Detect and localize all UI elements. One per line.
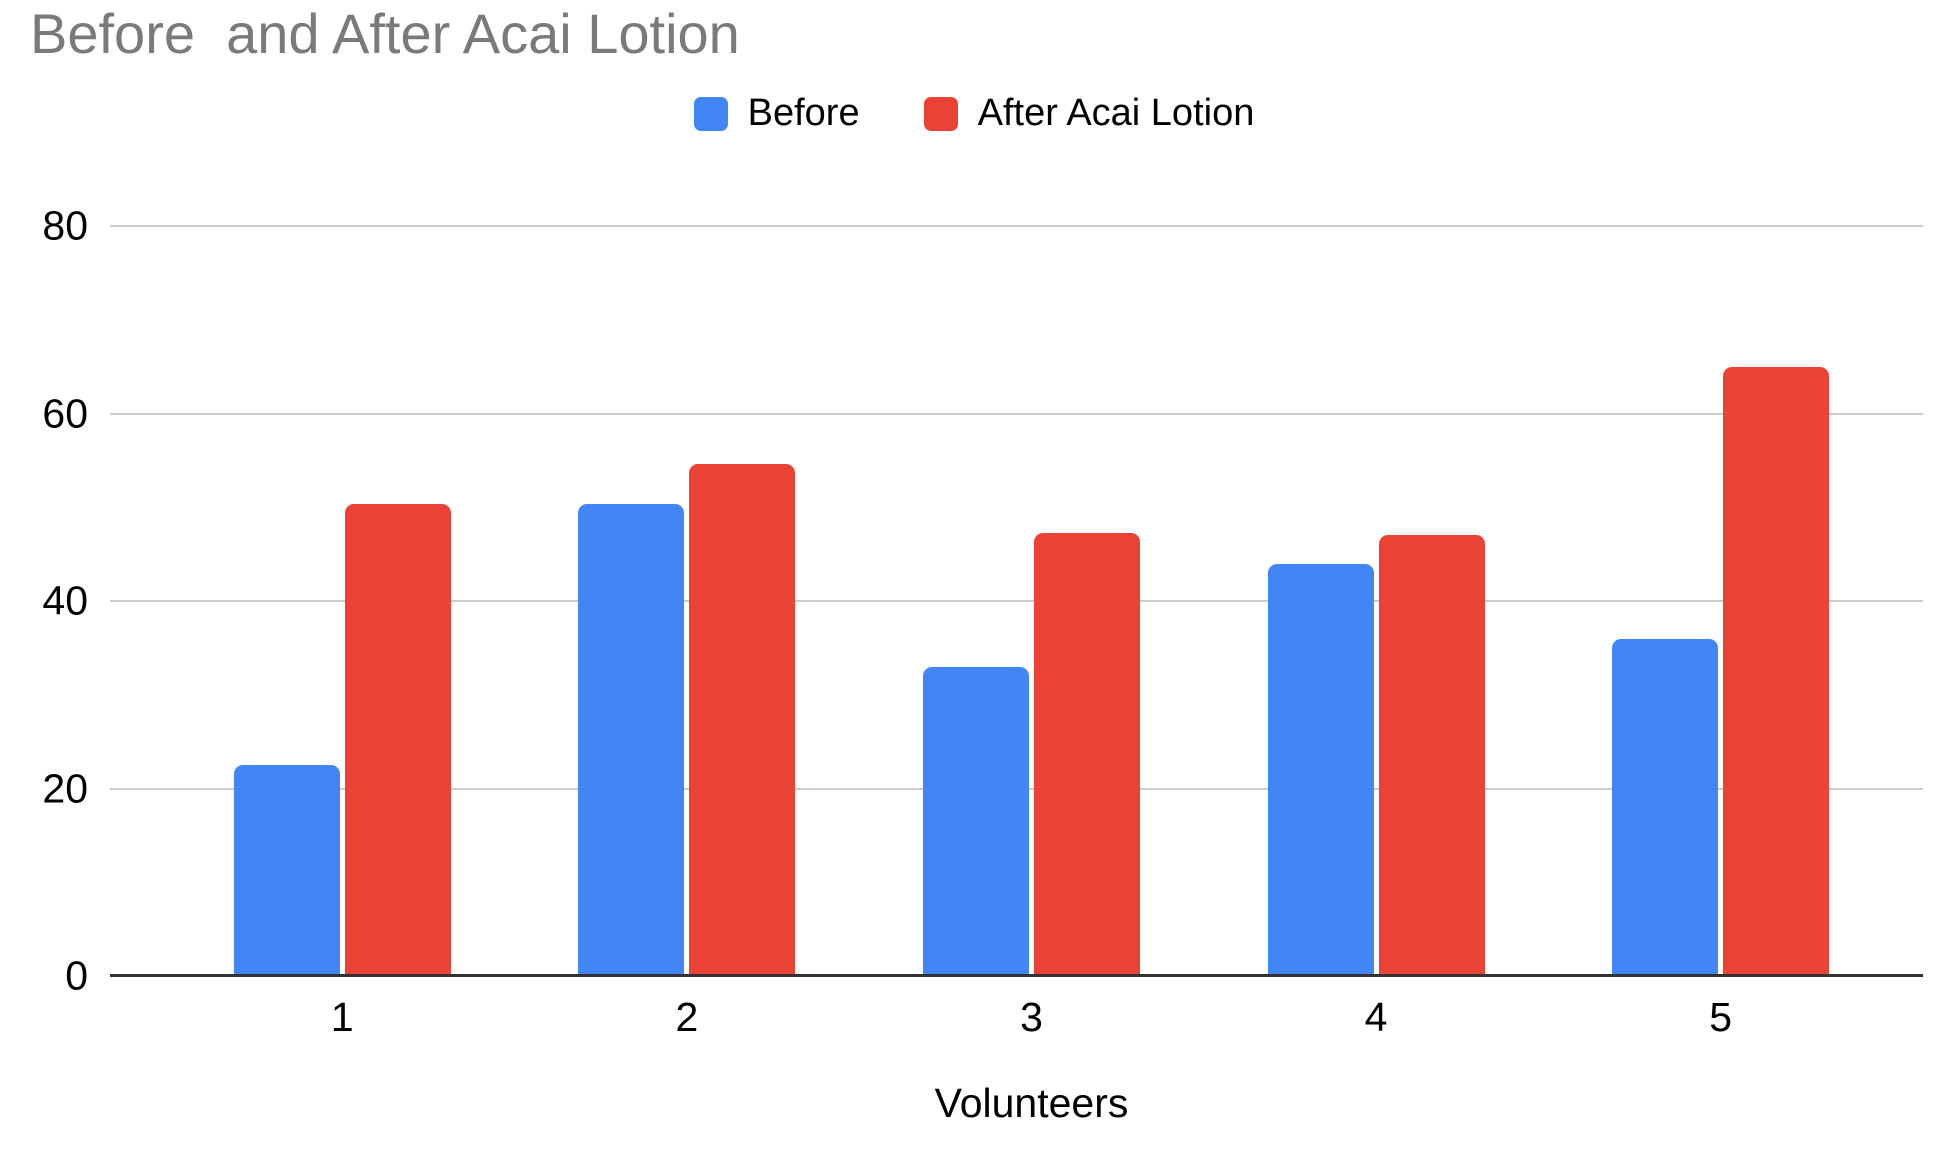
y-tick-label-0: 0: [65, 952, 88, 999]
y-tick-label-60: 60: [42, 390, 88, 436]
x-tick-label-4: 4: [1364, 994, 1388, 1040]
chart-title: Before and After Acai Lotion: [30, 2, 740, 65]
y-tick-label-20: 20: [42, 765, 88, 811]
bar-group-2: [515, 226, 860, 976]
legend-label-after: After Acai Lotion: [977, 92, 1255, 134]
legend: Before After Acai Lotion: [0, 92, 1948, 135]
y-tick-label-80: 80: [42, 202, 88, 249]
plot-area: 0 20 40 60 80 1 2 3 4 5 Volunteers: [42, 203, 1923, 1126]
legend-item-before: Before: [693, 92, 860, 135]
bar-group-3: [859, 226, 1204, 976]
bar-group-4: [1204, 226, 1549, 976]
bar-before-4: [1267, 563, 1374, 976]
x-axis-title-wrap: Volunteers: [170, 1080, 1893, 1127]
x-axis-title: Volunteers: [934, 1080, 1129, 1126]
x-axis-tick-labels: 1 2 3 4 5: [170, 994, 1893, 1041]
gridline-80: [110, 225, 1923, 227]
bar-after-acai-lotion-4: [1378, 535, 1485, 976]
bar-before-2: [578, 504, 685, 976]
x-tick-label-1: 1: [330, 994, 354, 1040]
y-tick-label-40: 40: [42, 577, 88, 624]
x-tick-label-5: 5: [1709, 994, 1733, 1040]
bar-group-5: [1548, 226, 1893, 976]
bar-after-acai-lotion-2: [689, 464, 796, 976]
x-axis-line: [110, 974, 1923, 977]
bar-before-1: [233, 765, 340, 976]
bar-group-1: [170, 226, 515, 976]
legend-swatch-before: [693, 96, 728, 131]
legend-swatch-after: [923, 96, 958, 131]
bar-after-acai-lotion-5: [1723, 366, 1830, 976]
x-tick-label-3: 3: [1020, 994, 1043, 1040]
x-tick-label-2: 2: [675, 994, 699, 1040]
y-axis-labels: 0 20 40 60 80: [42, 203, 1923, 999]
bar-before-5: [1612, 638, 1719, 976]
legend-item-after: After Acai Lotion: [923, 92, 1255, 135]
gridline-40: [110, 600, 1923, 602]
gridline-60: [110, 412, 1923, 415]
bar-after-acai-lotion-1: [344, 504, 451, 976]
bar-after-acai-lotion-3: [1033, 532, 1140, 976]
legend-label-before: Before: [747, 92, 860, 134]
bar-before-3: [922, 666, 1029, 976]
bars-container: [170, 226, 1893, 976]
